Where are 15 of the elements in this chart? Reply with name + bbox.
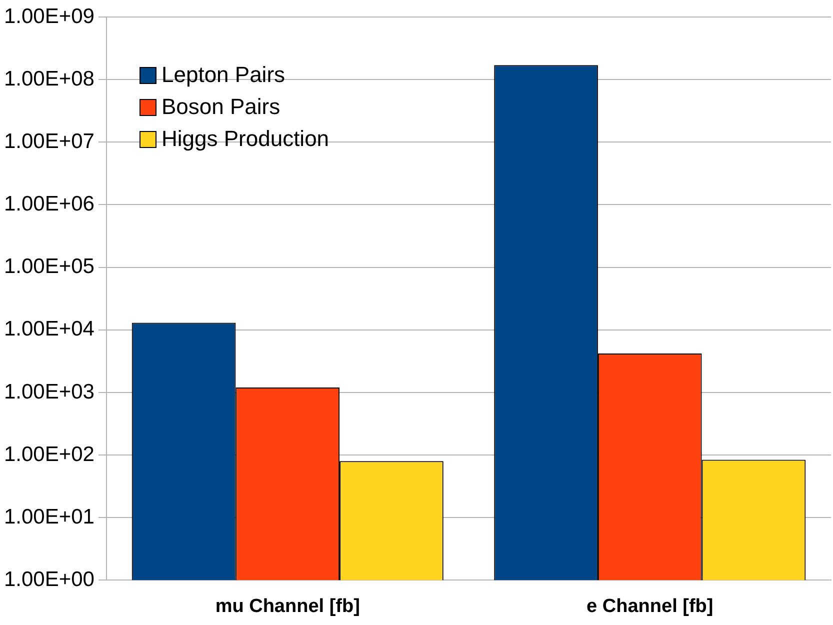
y-tick-label: 1.00E+04 <box>4 318 95 341</box>
legend-label: Higgs Production <box>162 126 330 152</box>
y-tick-label: 1.00E+08 <box>4 67 94 90</box>
y-tick-label: 1.00E+01 <box>4 505 94 528</box>
y-tick-label: 1.00E+02 <box>4 442 94 466</box>
x-tick-label: mu Channel [fb] <box>215 596 360 617</box>
y-tick-label: 1.00E+06 <box>4 192 94 216</box>
y-tick-label: 1.00E+05 <box>4 255 94 278</box>
y-tick-label: 1.00E+07 <box>4 130 94 153</box>
y-tick-label: 1.00E+00 <box>4 568 94 591</box>
y-tick-label: 1.00E+09 <box>4 4 94 28</box>
y-tick-label: 1.00E+03 <box>4 380 94 404</box>
legend-label: Lepton Pairs <box>162 62 286 88</box>
legend-label: Boson Pairs <box>162 94 280 120</box>
x-tick-label: e Channel [fb] <box>586 596 714 617</box>
